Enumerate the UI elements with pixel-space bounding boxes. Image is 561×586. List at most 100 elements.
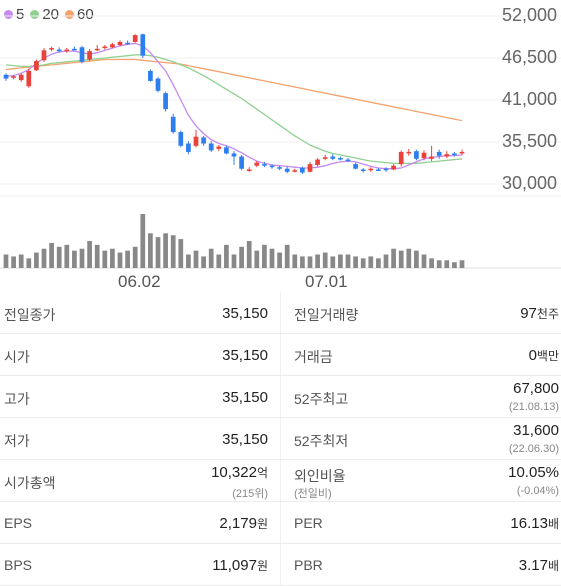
ma20-line	[5, 54, 463, 165]
volume-bar	[26, 258, 32, 268]
stats-row: 전일종가 35,150 전일거래량 97천주	[0, 292, 561, 334]
volume-bar	[79, 248, 85, 268]
stat-label: BPS	[4, 557, 33, 573]
stat-value-text: 35,150	[222, 431, 268, 448]
candle-body	[376, 169, 381, 171]
volume-bar	[338, 254, 343, 268]
stat-label: 52주최저	[294, 433, 349, 449]
stat-sub: (215위)	[232, 488, 268, 500]
stat-label: 전일거래량	[294, 307, 359, 323]
volume-bar	[132, 246, 138, 268]
stat-value: 10,322억	[211, 464, 268, 481]
legend-ma20-label: 20	[42, 6, 60, 23]
stat-value-text: 11,097	[212, 557, 257, 574]
candle-body	[216, 146, 222, 149]
candle-body	[315, 159, 320, 165]
stat-label: 거래금	[294, 349, 333, 365]
candle-body	[322, 157, 328, 159]
volume-bar	[322, 252, 328, 268]
legend-ma60-label: 60	[77, 6, 94, 23]
volume-bar	[383, 254, 389, 268]
volume-bar	[72, 250, 77, 268]
y-tick-label: 41,000	[501, 89, 557, 109]
stat-sub: (22.06.30)	[508, 443, 559, 455]
volume-bar	[345, 254, 351, 268]
stat-value: 31,600	[513, 422, 559, 439]
x-tick-label: 07.01	[305, 272, 348, 291]
stat-value: 3.17배	[519, 557, 559, 574]
candle-body	[72, 48, 77, 51]
stat-value-text: 16.13	[510, 515, 548, 532]
row-separator	[0, 501, 561, 502]
candle-body	[429, 156, 434, 159]
stock-chart[interactable]: 5 20 60 52,000 46,500 41,000 35,500 30,0…	[0, 0, 561, 292]
stat-value: 35,150	[222, 431, 268, 448]
stat-value: 10.05%	[508, 464, 559, 481]
stat-unit: 억	[256, 466, 268, 480]
candle-body	[163, 93, 168, 110]
stat-label: 전일종가	[4, 307, 56, 323]
candle-body	[110, 44, 115, 48]
candle-body	[208, 143, 214, 151]
candle-body	[284, 168, 290, 172]
stat-value-text: 2,179	[219, 515, 257, 532]
candle-body	[155, 78, 161, 91]
volume-bar	[216, 254, 222, 268]
candle-body	[300, 167, 305, 173]
candle-body	[330, 156, 336, 159]
volume-bar	[269, 248, 275, 268]
volume-bar	[231, 254, 237, 268]
volume-bar	[307, 256, 313, 268]
y-tick-label: 30,000	[501, 173, 557, 193]
stat-label: PBR	[294, 557, 323, 573]
stat-value: 35,150	[222, 305, 268, 322]
candle-body	[56, 49, 62, 52]
stat-sub: (-0.04%)	[516, 485, 559, 497]
volume-bar	[239, 246, 244, 268]
candle-body	[201, 137, 206, 144]
stat-label: EPS	[4, 515, 33, 531]
candle-body	[452, 153, 457, 155]
stat-value: 0백만	[529, 347, 559, 364]
candle-body	[353, 164, 358, 169]
volume-bar	[315, 254, 320, 268]
volume-bar	[330, 256, 336, 268]
stat-value: 16.13배	[510, 515, 559, 532]
y-tick-label: 46,500	[501, 47, 557, 67]
stats-row: 시가 35,150 거래금 0백만	[0, 334, 561, 376]
stat-value-text: 10,322	[211, 464, 257, 481]
candle-body	[26, 70, 32, 87]
candle-body	[345, 159, 351, 162]
volume-bar	[148, 233, 153, 268]
volume-bar	[376, 258, 381, 268]
ma5-color-dot	[4, 10, 13, 19]
volume-bar	[102, 250, 108, 268]
volume-bar	[452, 262, 457, 268]
volume-bar	[224, 244, 229, 268]
stat-label: 시가총액	[4, 475, 56, 491]
stat-unit: 천주	[536, 307, 559, 321]
candle-body	[421, 152, 427, 159]
volume-bar	[284, 244, 290, 268]
volume-bar	[436, 260, 442, 268]
volume-bar	[262, 244, 267, 268]
stat-label: PER	[294, 515, 323, 531]
stat-value-text: 31,600	[513, 422, 559, 439]
stat-value: 35,150	[222, 347, 268, 364]
volume-bar	[246, 241, 252, 268]
price-plot	[0, 15, 561, 269]
candle-body	[239, 156, 244, 169]
volume-bar	[125, 250, 130, 268]
candle-body	[254, 162, 260, 166]
candle-body	[3, 74, 9, 79]
candle-body	[125, 42, 130, 45]
candle-body	[398, 151, 404, 165]
stats-row: BPS 11,097원 PBR 3.17배	[0, 544, 561, 586]
chart-legend: 5 20 60	[4, 6, 94, 23]
volume-bar	[41, 248, 47, 268]
candle-body	[148, 70, 153, 81]
column-divider	[280, 292, 281, 586]
volume-bar	[398, 250, 404, 268]
stat-value: 67,800	[513, 380, 559, 397]
candle-body	[11, 76, 16, 78]
